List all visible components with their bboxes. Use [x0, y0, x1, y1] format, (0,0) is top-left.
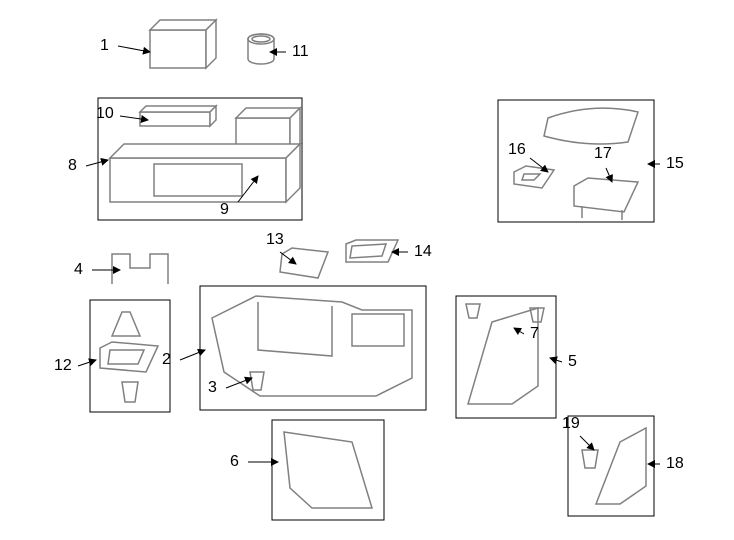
- callout-number-c13: 13: [266, 231, 284, 248]
- part-p14: [346, 240, 398, 262]
- callout-number-c14: 14: [414, 243, 432, 260]
- callout-number-c17: 17: [594, 145, 612, 162]
- callout-number-c1: 1: [100, 37, 109, 54]
- group-box-b5: [456, 296, 556, 418]
- part-p11: [248, 34, 274, 64]
- callout-number-c18: 18: [666, 455, 684, 472]
- callout-number-c12: 12: [54, 357, 72, 374]
- callout-number-c4: 4: [74, 261, 83, 278]
- part-p2a: [212, 296, 412, 396]
- callout-number-c11: 11: [292, 43, 309, 60]
- callout-number-c16: 16: [508, 141, 526, 158]
- part-p10: [140, 106, 216, 126]
- parts-diagram: 12345678910111213141516171819: [0, 0, 734, 540]
- callout-number-c3: 3: [208, 379, 217, 396]
- callout-number-c5: 5: [568, 353, 577, 370]
- callout-number-c19: 19: [562, 415, 580, 432]
- part-p1: [150, 20, 216, 68]
- callout-number-c10: 10: [96, 105, 114, 122]
- callout-number-c2: 2: [162, 351, 171, 368]
- leader-c1: [118, 46, 150, 52]
- part-p4: [112, 254, 168, 284]
- part-p13: [280, 248, 328, 278]
- part-p8a: [110, 144, 300, 202]
- callout-number-c6: 6: [230, 453, 239, 470]
- callout-number-c9: 9: [220, 201, 229, 218]
- callout-number-c15: 15: [666, 155, 684, 172]
- leader-c13: [280, 252, 296, 264]
- callout-number-c8: 8: [68, 157, 77, 174]
- callout-number-c7: 7: [530, 325, 539, 342]
